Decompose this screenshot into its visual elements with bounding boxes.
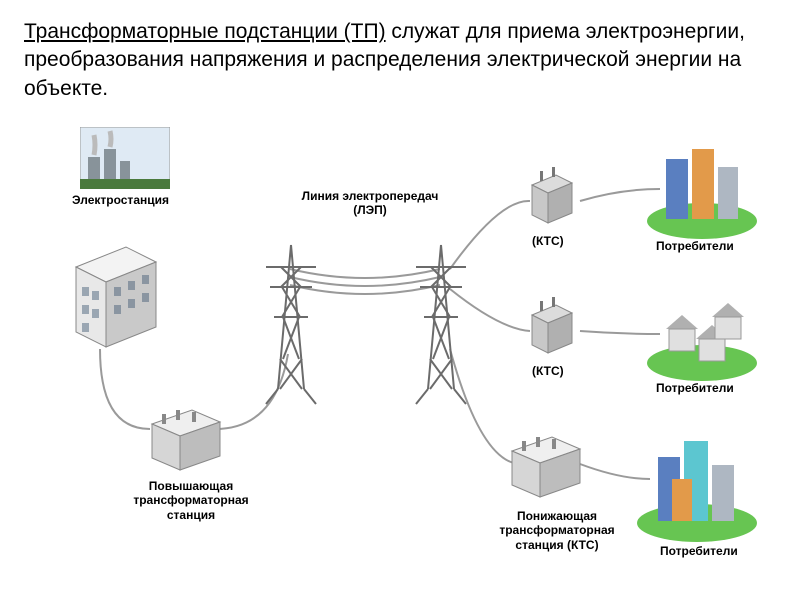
- substation-building: [56, 237, 166, 362]
- transmission-tower-1: [256, 239, 326, 414]
- stepup-transformer: [140, 404, 230, 484]
- term: Трансформаторные подстанции (ТП): [24, 20, 386, 43]
- kts-2: [522, 297, 582, 367]
- consumers-2-label: Потребители: [656, 381, 734, 395]
- description-text: Трансформаторные подстанции (ТП) служат …: [0, 0, 800, 111]
- kts-2-label: (КТС): [532, 364, 564, 378]
- consumers-1: [642, 141, 762, 246]
- kts-1: [522, 167, 582, 237]
- transmission-tower-2: [406, 239, 476, 414]
- powerplant-label: Электростанция: [72, 193, 169, 207]
- stepdown-transformer: [500, 431, 590, 511]
- consumers-1-label: Потребители: [656, 239, 734, 253]
- powerplant-photo: [20, 119, 110, 181]
- grid-diagram: Электростанция: [20, 119, 780, 589]
- consumers-2: [642, 287, 762, 387]
- consumers-3: [632, 429, 762, 549]
- lep-label: Линия электропередач (ЛЭП): [270, 189, 470, 218]
- kts-1-label: (КТС): [532, 234, 564, 248]
- stepdown-label: Понижающая трансформаторная станция (КТС…: [472, 509, 642, 552]
- consumers-3-label: Потребители: [660, 544, 738, 558]
- stepup-label: Повышающая трансформаторная станция: [116, 479, 266, 522]
